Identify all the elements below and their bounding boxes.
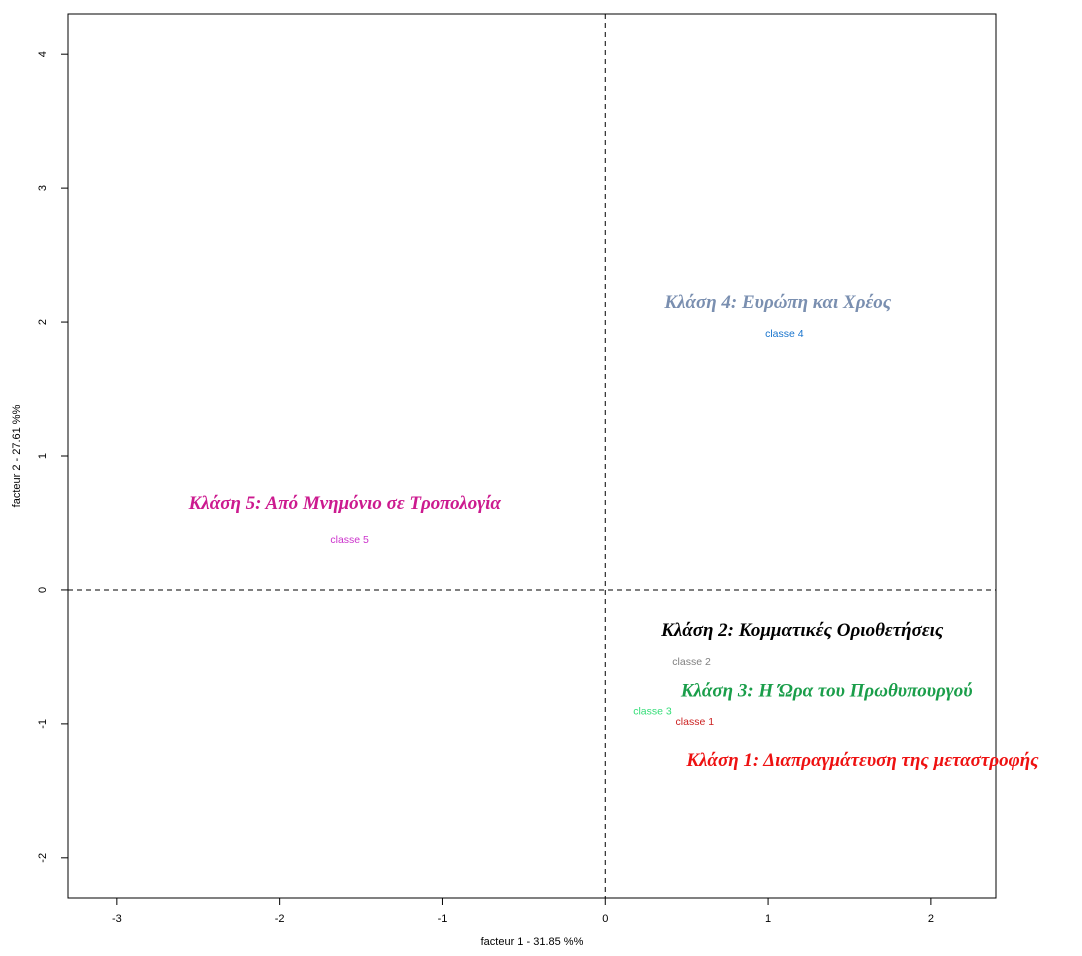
x-tick-label: -1 xyxy=(438,913,448,925)
class-annotation: Κλάση 1: Διαπραγμάτευση της μεταστροφής xyxy=(685,750,1039,771)
y-axis-title: facteur 2 - 27.61 %% xyxy=(11,404,23,507)
class-annotation: Κλάση 5: Από Μνημόνιο σε Τροπολογία xyxy=(188,493,502,514)
x-tick-label: -2 xyxy=(275,913,285,925)
x-tick-label: 2 xyxy=(928,913,934,925)
point-labels: classe 4 classe 5 classe 2 classe 3 classe 1 xyxy=(330,328,803,728)
y-tick-label: 2 xyxy=(37,319,49,325)
y-tick-label: 3 xyxy=(37,185,49,191)
y-tick-label: -2 xyxy=(37,853,49,863)
class-annotation: Κλάση 4: Ευρώπη και Χρέος xyxy=(663,292,891,313)
y-axis: -2 -1 0 1 2 3 4 xyxy=(37,51,68,863)
point-label-classe-5: classe 5 xyxy=(330,534,369,546)
reference-lines xyxy=(68,14,996,898)
x-axis: -3 -2 -1 0 1 2 xyxy=(112,898,934,925)
y-tick-label: 4 xyxy=(37,51,49,57)
class-annotation: Κλάση 3: Η Ώρα του Πρωθυπουργού xyxy=(680,680,973,701)
point-label-classe-1: classe 1 xyxy=(676,716,715,728)
point-label-classe-3: classe 3 xyxy=(633,705,672,717)
class-annotation: Κλάση 2: Κομματικές Οριοθετήσεις xyxy=(660,620,944,641)
x-axis-title: facteur 1 - 31.85 %% xyxy=(481,936,584,948)
class-annotations: Κλάση 4: Ευρώπη και Χρέος Κλάση 5: Από Μν… xyxy=(188,292,1040,771)
x-tick-label: 0 xyxy=(602,913,608,925)
point-label-classe-4: classe 4 xyxy=(765,328,804,340)
x-tick-label: 1 xyxy=(765,913,771,925)
y-tick-label: 0 xyxy=(37,587,49,593)
y-tick-label: 1 xyxy=(37,453,49,459)
y-tick-label: -1 xyxy=(37,719,49,729)
point-label-classe-2: classe 2 xyxy=(672,656,711,668)
x-tick-label: -3 xyxy=(112,913,122,925)
